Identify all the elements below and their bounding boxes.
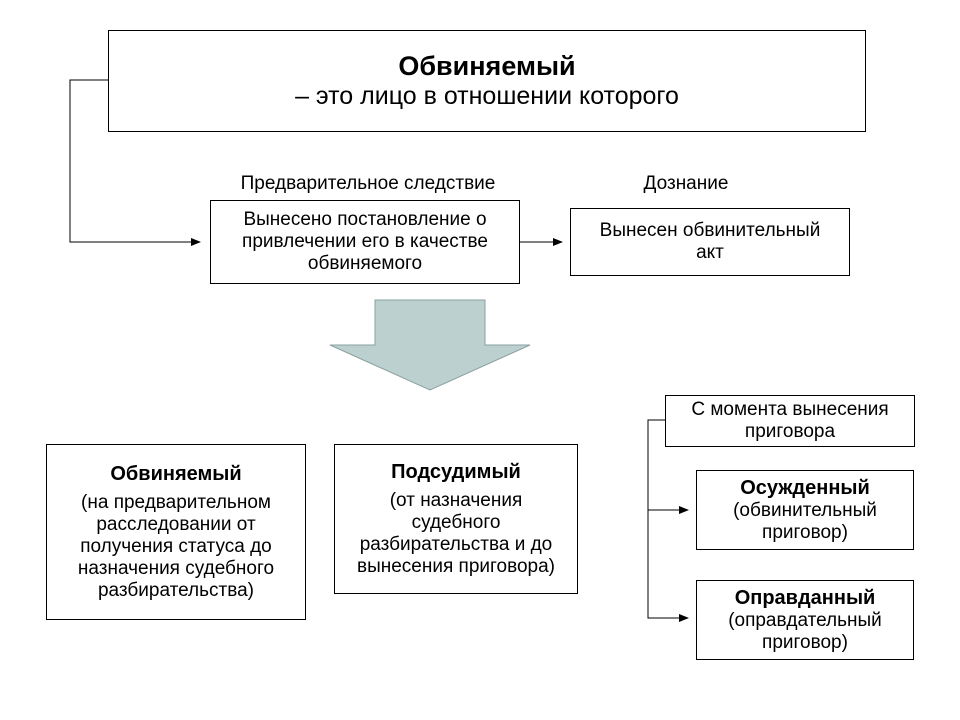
big-down-arrow-icon [330,300,530,390]
label-verdict-moment: С момента вынесения приговора [665,395,915,447]
defendant-d2: судебного [412,512,501,534]
defendant-d3: разбирательства и до [360,534,553,556]
defendant-title: Подсудимый [391,461,521,484]
label-inquiry: Дознание [606,173,766,197]
accused-d5: разбирательства) [98,580,254,602]
header-subtitle: – это лицо в отношении которого [295,82,679,111]
verdict-l1: С момента вынесения [691,399,888,421]
box-resolution: Вынесено постановление о привлечении его… [210,200,520,284]
accused-title: Обвиняемый [110,463,241,486]
accused-d1: (на предварительном [81,492,271,514]
convicted-d1: (обвинительный [733,500,877,522]
label-pre-investigation: Предварительное следствие [218,173,518,197]
box-indictment: Вынесен обвинительный акт [570,208,850,276]
convicted-title: Осужденный [740,477,870,500]
acquitted-title: Оправданный [735,587,876,610]
box-convicted: Осужденный (обвинительный приговор) [696,470,914,550]
accused-d2: расследовании от [96,514,255,536]
box-defendant: Подсудимый (от назначения судебного разб… [334,444,578,594]
verdict-l2: приговора [745,421,835,443]
convicted-d2: приговор) [762,522,848,544]
mid-left-l2: привлечении его в качестве [242,231,488,253]
defendant-d4: вынесения приговора) [357,556,555,578]
accused-d3: получения статуса до [80,536,272,558]
defendant-d1: (от назначения [390,490,523,512]
mid-right-l1: Вынесен обвинительный [600,220,821,242]
header-box: Обвиняемый – это лицо в отношении которо… [108,30,866,132]
header-title: Обвиняемый [398,51,575,82]
acquitted-d1: (оправдательный [728,610,882,632]
mid-left-l3: обвиняемого [308,253,422,275]
mid-right-l2: акт [696,242,724,264]
mid-left-l1: Вынесено постановление о [243,209,486,231]
accused-d4: назначения судебного [78,558,274,580]
acquitted-d2: приговор) [762,632,848,654]
box-accused: Обвиняемый (на предварительном расследов… [46,444,306,620]
box-acquitted: Оправданный (оправдательный приговор) [696,580,914,660]
